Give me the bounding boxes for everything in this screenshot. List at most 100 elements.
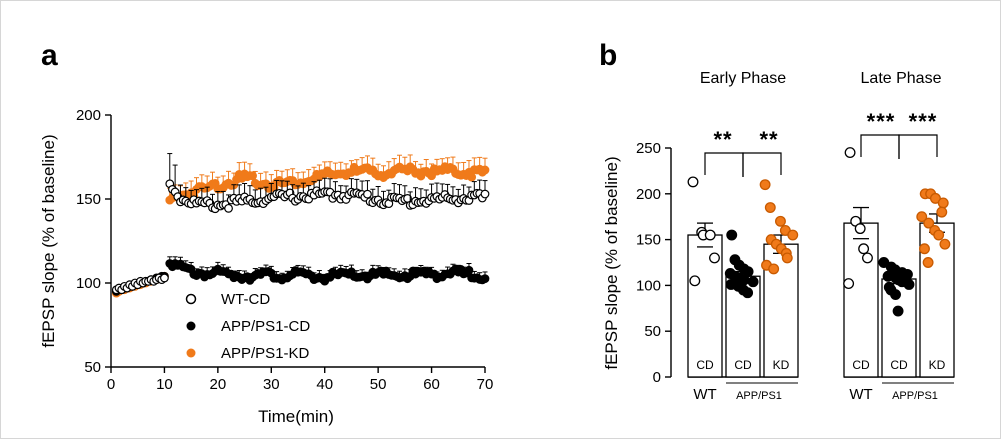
sig-early-1: ** xyxy=(713,127,732,152)
bar-data-point xyxy=(939,238,951,250)
panel-a-plot: 50 100 150 200 0 10 20 30 40 50 60 70 xyxy=(76,107,493,393)
panel-a-xtick-label: 50 xyxy=(370,376,387,393)
data-point xyxy=(160,273,169,283)
bar-data-point xyxy=(787,229,799,241)
panel-a-xtick-label: 60 xyxy=(423,376,440,393)
panel-a-xtick-label: 70 xyxy=(477,376,494,393)
bar-data-point xyxy=(768,263,780,275)
panel-a-xlabel: Time(min) xyxy=(258,407,334,426)
bar-label: CD xyxy=(890,358,908,372)
panel-b-ytick-label: 200 xyxy=(636,186,661,203)
data-point xyxy=(480,189,490,199)
panel-label-a: a xyxy=(41,39,58,72)
panel-b-ylabel: fEPSP slope (% of baseline) xyxy=(602,156,621,369)
bar-data-point xyxy=(726,229,738,241)
panel-a-ytick-label: 200 xyxy=(76,107,101,124)
series-app-ps1-kd xyxy=(111,154,490,298)
sig-bracket xyxy=(742,152,782,177)
genotype-wt-late: WT xyxy=(849,386,872,403)
bar-label-bg xyxy=(732,357,754,372)
panel-b-plot: 0 50 100 150 200 250 CD CD KD CD CD KD xyxy=(636,134,955,386)
bar-data-point xyxy=(903,279,915,290)
bar-data-point xyxy=(742,287,754,299)
bar-data-point xyxy=(901,268,913,280)
late-phase-title: Late Phase xyxy=(861,70,942,87)
bar-label: CD xyxy=(852,358,870,372)
bar-group-early: CD CD KD xyxy=(687,152,799,384)
bar-data-point xyxy=(759,179,771,191)
bar-label: KD xyxy=(773,358,790,372)
bar-data-point xyxy=(936,206,948,218)
panel-a-ylabel: fEPSP slope (% of baseline) xyxy=(39,134,58,347)
bar-data-point xyxy=(747,276,759,288)
panel-a-ytick-label: 150 xyxy=(76,191,101,208)
bar-data-point xyxy=(858,243,870,255)
bar-data-point xyxy=(844,147,856,159)
series-app-ps1-cd xyxy=(111,256,490,296)
panel-b-ytick-label: 150 xyxy=(636,232,661,249)
panel-b-ytick-label: 0 xyxy=(653,369,661,386)
bar-data-point xyxy=(854,223,866,235)
bar-label-bg xyxy=(926,357,948,372)
bar-label-bg xyxy=(770,357,792,372)
bar-data-point xyxy=(689,275,701,287)
data-point xyxy=(224,203,233,213)
panel-a-xtick-label: 10 xyxy=(156,376,173,393)
data-point xyxy=(480,165,490,175)
bar-label: KD xyxy=(929,358,946,372)
panel-a-ytick-label: 50 xyxy=(84,359,101,376)
genotype-app-late: APP/PS1 xyxy=(892,390,938,402)
bar-label-bg xyxy=(850,357,872,372)
panel-a-legend: WT-CD APP/PS1-CD APP/PS1-KD xyxy=(185,291,310,362)
panel-b-ytick-label: 250 xyxy=(636,140,661,157)
bar-data-point xyxy=(764,202,776,213)
bar-data-point xyxy=(709,252,720,264)
bar-data-point xyxy=(933,229,945,241)
bar-data-point xyxy=(704,229,716,241)
panel-a-xtick-label: 20 xyxy=(210,376,227,393)
legend-marker-wt-cd xyxy=(185,293,197,305)
panel-label-b: b xyxy=(599,39,617,72)
series-wt-cd xyxy=(111,153,490,295)
data-point xyxy=(363,189,372,199)
sig-early-2: ** xyxy=(759,127,778,152)
legend-label-wt-cd: WT-CD xyxy=(221,291,270,308)
panel-b-ytick-label: 100 xyxy=(636,277,661,294)
bar-label: CD xyxy=(734,358,752,372)
legend-label-app-kd: APP/PS1-KD xyxy=(221,345,310,362)
sig-bracket xyxy=(898,134,938,159)
data-point xyxy=(467,172,477,182)
bar-data-point xyxy=(890,289,901,301)
bar-data-point xyxy=(929,192,941,204)
genotype-app-early: APP/PS1 xyxy=(736,390,782,402)
bar-data-point xyxy=(937,197,949,209)
panel-a-xtick-label: 30 xyxy=(263,376,280,393)
data-point xyxy=(480,274,490,284)
bar-data-point xyxy=(892,305,904,317)
sig-late-2: *** xyxy=(909,109,938,134)
bar-data-point xyxy=(843,278,855,290)
data-point xyxy=(248,171,257,181)
panel-a-xtick-label: 40 xyxy=(316,376,333,393)
sig-bracket xyxy=(704,152,744,177)
genotype-wt-early: WT xyxy=(693,386,716,403)
panel-b-ytick-label: 50 xyxy=(644,323,661,340)
legend-marker-app-cd xyxy=(186,321,196,331)
bar-data-point xyxy=(781,252,793,264)
legend-marker-app-kd xyxy=(186,348,196,358)
bar-group-late: CD CD KD xyxy=(843,134,955,384)
sig-late-1: *** xyxy=(867,109,896,134)
legend-label-app-cd: APP/PS1-CD xyxy=(221,318,310,335)
data-point xyxy=(464,265,474,275)
bar-label: CD xyxy=(696,358,714,372)
bar-data-point xyxy=(916,211,928,223)
sig-bracket xyxy=(860,134,900,159)
bar-data-point xyxy=(919,243,930,255)
bar-data-point xyxy=(923,217,935,229)
early-phase-title: Early Phase xyxy=(700,70,786,87)
bar-label-bg xyxy=(888,357,910,372)
bar-data-point xyxy=(775,215,786,227)
bar-label-bg xyxy=(694,357,716,372)
